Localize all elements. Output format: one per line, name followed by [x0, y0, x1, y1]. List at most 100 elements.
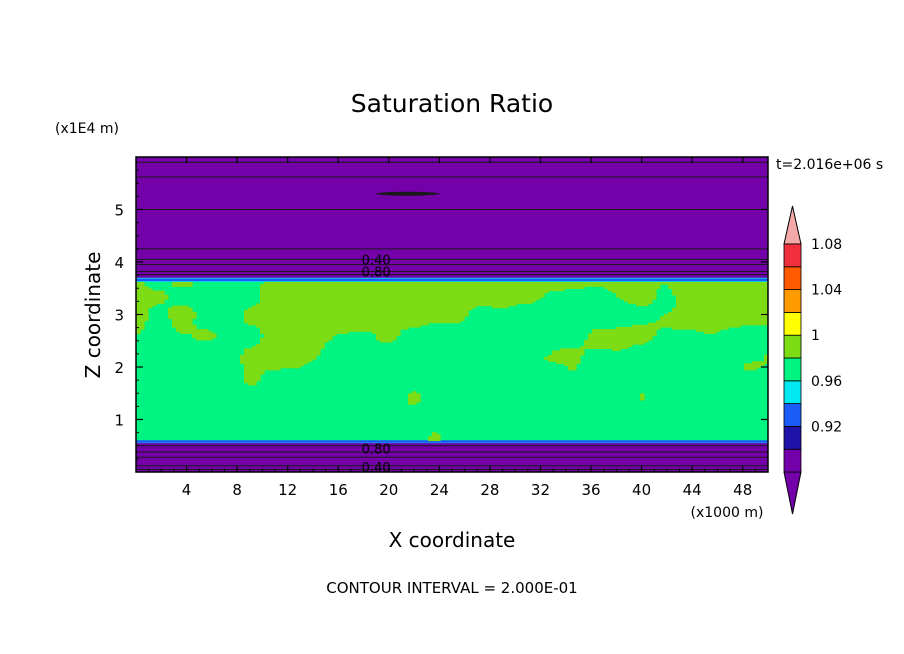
cloud-green-cell	[640, 301, 645, 304]
cloud-green-cell	[296, 346, 301, 349]
cloud-green-cell	[268, 288, 273, 292]
cloud-green-cell	[284, 333, 289, 337]
cloud-green-cell	[640, 326, 645, 330]
cloud-green-cell	[272, 335, 277, 339]
cloud-green-cell	[584, 341, 589, 345]
cloud-green-cell	[640, 335, 645, 339]
cloud-green-cell	[760, 281, 765, 285]
cloud-green-cell	[312, 286, 317, 289]
cloud-green-cell	[728, 296, 733, 300]
cloud-green-cell	[276, 350, 281, 354]
cloud-green-cell	[680, 281, 685, 285]
cloud-green-cell	[300, 299, 305, 302]
cloud-green-cell	[364, 305, 369, 309]
cloud-green-cell	[300, 329, 305, 332]
cloud-green-cell	[748, 365, 753, 369]
cloud-green-cell	[292, 284, 297, 287]
cloud-green-cell	[748, 292, 753, 296]
cloud-green-cell	[648, 299, 653, 302]
cloud-green-cell	[624, 294, 629, 298]
cloud-green-cell	[404, 281, 409, 285]
cloud-green-cell	[492, 301, 497, 304]
cloud-green-cell	[300, 320, 305, 324]
cloud-green-cell	[332, 316, 337, 319]
cloud-green-cell	[628, 281, 633, 285]
cloud-green-cell	[428, 288, 433, 292]
cloud-green-cell	[640, 281, 645, 285]
cloud-green-cell	[428, 318, 433, 322]
cloud-green-cell	[272, 320, 277, 324]
cloud-green-cell	[680, 318, 685, 322]
cloud-green-cell	[440, 301, 445, 304]
cloud-green-cell	[716, 314, 721, 317]
cloud-green-cell	[588, 281, 593, 285]
x-axis: 4 8 12 16 20 24 28 32 36 40 44 48	[148, 157, 756, 499]
cloud-green-cell	[280, 344, 285, 347]
cloud-green-cell	[736, 292, 741, 296]
cloud-green-cell	[572, 281, 577, 285]
cloud-green-cell	[332, 331, 337, 334]
cloud-green-cell	[284, 337, 289, 341]
cloud-green-cell	[692, 294, 697, 298]
cloud-green-cell	[716, 292, 721, 296]
cloud-green-cell	[520, 301, 525, 304]
cloud-green-cell	[468, 290, 473, 294]
cloud-green-cell	[320, 344, 325, 347]
cloud-green-cell	[264, 314, 269, 317]
cloud-green-cell	[736, 290, 741, 294]
cloud-green-cell	[136, 316, 141, 319]
cloud-green-cell	[264, 305, 269, 309]
cloud-green-cell	[408, 322, 413, 326]
cloud-green-cell	[688, 303, 693, 307]
cloud-green-cell	[288, 288, 293, 292]
cloud-green-cell	[268, 329, 273, 332]
cloud-green-cell	[568, 281, 573, 285]
cloud-green-cell	[368, 316, 373, 319]
cloud-green-cell	[404, 322, 409, 326]
cloud-green-cell	[304, 356, 309, 360]
cloud-green-cell	[352, 286, 357, 289]
cloud-green-cell	[268, 350, 273, 354]
colorbar-label: 0.92	[811, 419, 842, 435]
cloud-green-cell	[616, 335, 621, 339]
cloud-green-cell	[384, 281, 389, 285]
cloud-green-cell	[400, 316, 405, 319]
cloud-green-cell	[708, 307, 713, 311]
cloud-green-cell	[404, 290, 409, 294]
cloud-green-cell	[684, 311, 689, 315]
cloud-green-cell	[432, 288, 437, 292]
cloud-green-cell	[276, 344, 281, 347]
cloud-green-cell	[292, 359, 297, 362]
cloud-green-cell	[268, 337, 273, 341]
cloud-green-cell	[744, 288, 749, 292]
colorbar-bin	[783, 266, 802, 290]
cloud-green-cell	[428, 301, 433, 304]
cloud-green-cell	[328, 311, 333, 315]
cloud-green-cell	[472, 290, 477, 294]
cloud-green-cell	[280, 348, 285, 352]
cloud-green-cell	[204, 331, 209, 334]
cloud-green-cell	[296, 363, 301, 367]
cloud-green-cell	[248, 378, 253, 382]
cloud-green-cell	[396, 322, 401, 326]
cloud-green-cell	[280, 316, 285, 319]
cloud-green-cell	[404, 286, 409, 289]
cloud-green-cell	[556, 284, 561, 287]
cloud-green-cell	[764, 359, 768, 362]
cloud-green-cell	[480, 284, 485, 287]
cloud-green-cell	[256, 363, 261, 367]
cloud-green-cell	[644, 290, 649, 294]
cloud-green-cell	[292, 307, 297, 311]
cloud-green-cell	[392, 288, 397, 292]
cloud-green-cell	[284, 348, 289, 352]
cloud-green-cell	[288, 290, 293, 294]
cloud-green-cell	[680, 303, 685, 307]
cloud-green-cell	[688, 311, 693, 315]
cloud-green-cell	[424, 320, 429, 324]
cloud-green-cell	[156, 301, 161, 304]
cloud-green-cell	[376, 318, 381, 322]
cloud-green-cell	[272, 296, 277, 300]
cloud-green-cell	[272, 294, 277, 298]
cloud-green-cell	[260, 369, 265, 373]
